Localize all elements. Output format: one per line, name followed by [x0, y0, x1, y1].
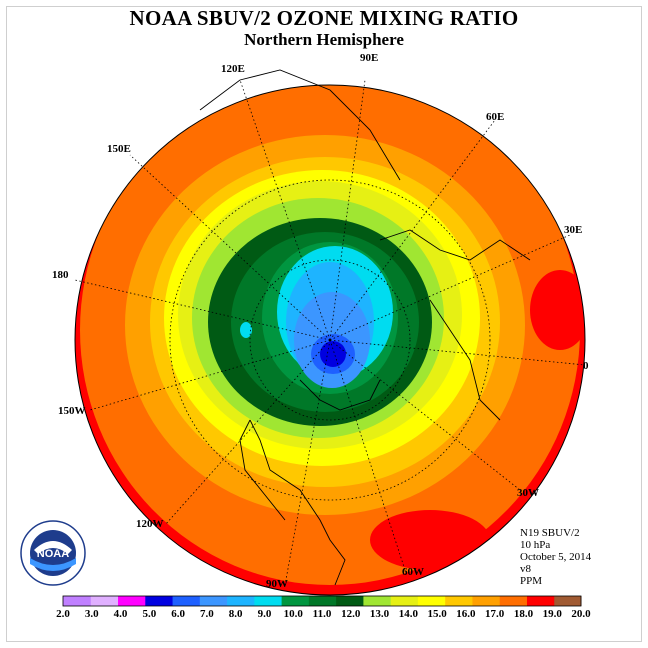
coast-eurasia — [379, 229, 531, 261]
lon-label-120e: 120E — [221, 63, 245, 75]
lat-circle-inner — [249, 259, 411, 421]
red-patch-south — [370, 510, 490, 570]
units-label: PPM — [520, 575, 543, 587]
colorbar-tick-label: 11.0 — [312, 608, 332, 620]
red-patch-east — [530, 270, 585, 350]
colorbar-swatch — [172, 596, 200, 606]
date-label: October 5, 2014 — [520, 551, 592, 563]
colorbar-swatch — [471, 596, 500, 606]
colorbar-swatch — [308, 596, 337, 606]
meridian-60w — [329, 339, 406, 571]
lon-label-90w: 90W — [266, 578, 288, 590]
graticule — [74, 79, 586, 586]
colorbar-swatch — [526, 596, 555, 606]
colorbar-tick-label: 13.0 — [369, 608, 390, 620]
instrument-label: N19 SBUV/2 — [520, 527, 580, 539]
lon-label-120w: 120W — [136, 518, 164, 530]
colorbar-swatch — [362, 596, 391, 606]
colorbar-tick-label: 14.0 — [398, 608, 418, 620]
coastlines — [199, 69, 531, 586]
meridian-30w — [329, 339, 521, 491]
colorbar-swatch — [335, 596, 364, 606]
coast-na-west — [239, 419, 286, 521]
colorbar-tick-label: 5.0 — [142, 608, 157, 620]
colorbar-swatch — [417, 596, 446, 606]
lon-label-150e: 150E — [107, 143, 131, 155]
meridian-60e — [329, 119, 496, 341]
level-label: 10 hPa — [520, 539, 551, 551]
logo-text: NOAA — [37, 548, 69, 560]
band-5 — [320, 341, 346, 367]
colorbar-frame — [62, 595, 582, 607]
meridian-120w — [164, 339, 331, 526]
colorbar-swatch — [444, 596, 473, 606]
meridian-150e — [129, 154, 331, 341]
lon-label-180: 180 — [52, 269, 69, 281]
colorbar-tick-label: 9.0 — [257, 608, 272, 620]
lon-label-150w: 150W — [58, 405, 86, 417]
map-subtitle: Northern Hemisphere — [244, 30, 404, 49]
info-block: N19 SBUV/2 10 hPa October 5, 2014 v8 PPM — [520, 527, 591, 587]
colorbar-tick-label: 20.0 — [571, 608, 591, 620]
lon-label-0: 0 — [583, 360, 589, 372]
map-boundary — [74, 84, 586, 596]
colorbar-tick-label: 10.0 — [283, 608, 303, 620]
meridian-90w — [284, 339, 331, 586]
colorbar-swatch — [226, 596, 255, 606]
map-title: NOAA SBUV/2 OZONE MIXING RATIO — [129, 6, 519, 30]
colorbar-swatch — [117, 596, 146, 606]
colorbar-tick-label: 4.0 — [113, 608, 128, 620]
colorbar-tick-label: 3.0 — [84, 608, 99, 620]
colorbar-tick-label: 17.0 — [485, 608, 505, 620]
colorbar-swatch — [90, 596, 119, 606]
noaa-logo: NOAA — [20, 520, 86, 586]
ozone-field — [75, 85, 585, 595]
colorbar-swatch — [63, 596, 91, 606]
coast-greenland — [299, 379, 381, 411]
colorbar-swatch — [253, 596, 282, 606]
lat-circle-outer — [169, 179, 491, 501]
colorbar-tick-label: 19.0 — [542, 608, 562, 620]
colorbar-tick-label: 18.0 — [513, 608, 534, 620]
coast-americas — [249, 419, 346, 586]
colorbar — [62, 595, 582, 607]
lon-label-30e: 30E — [564, 224, 583, 236]
colorbar-tick-label: 16.0 — [456, 608, 476, 620]
colorbar-tick-label: 2.0 — [56, 608, 70, 620]
colorbar-tick-label: 6.0 — [171, 608, 185, 620]
lon-label-60e: 60E — [486, 111, 505, 123]
coast-asia — [199, 69, 401, 181]
meridian-120e — [239, 79, 331, 341]
meridian-150w — [89, 339, 331, 411]
small-cell — [240, 322, 252, 338]
lon-label-30w: 30W — [517, 487, 539, 499]
colorbar-tick-label: 12.0 — [341, 608, 361, 620]
colorbar-swatch — [199, 596, 228, 606]
colorbar-tick-label: 15.0 — [427, 608, 447, 620]
colorbar-swatch — [499, 596, 527, 606]
version-label: v8 — [520, 563, 531, 575]
meridian-0 — [329, 339, 586, 366]
colorbar-tick-label: 7.0 — [200, 608, 214, 620]
coast-europe — [429, 299, 501, 421]
colorbar-swatch — [281, 596, 309, 606]
lon-label-90e: 90E — [360, 52, 379, 64]
figure-frame — [6, 6, 642, 642]
colorbar-swatch — [553, 596, 582, 606]
colorbar-swatch — [144, 596, 173, 606]
lon-label-60w: 60W — [402, 566, 424, 578]
colorbar-tick-label: 8.0 — [228, 608, 243, 620]
colorbar-swatch — [390, 596, 418, 606]
